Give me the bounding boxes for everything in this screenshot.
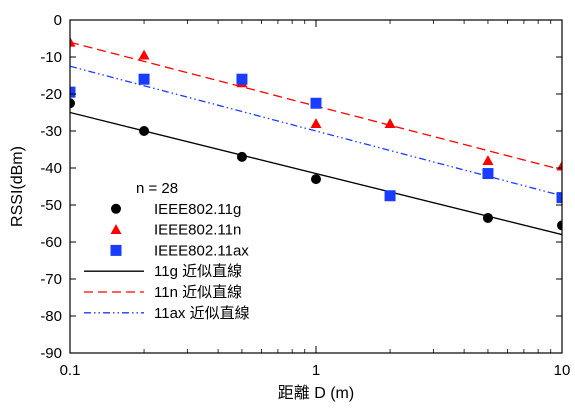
y-tick-label: -20 xyxy=(40,86,62,103)
legend: n = 28 IEEE802.11g IEEE802.11n IEEE802.11ax… xyxy=(84,180,250,322)
data-point xyxy=(384,118,396,128)
data-point xyxy=(139,126,150,136)
legend-item: IEEE802.11n xyxy=(110,222,241,239)
data-point xyxy=(311,174,321,185)
data-point xyxy=(482,155,494,165)
data-point xyxy=(236,73,248,85)
data-point xyxy=(236,151,247,162)
data-point xyxy=(384,190,396,202)
data-point xyxy=(70,98,75,109)
data-point xyxy=(482,168,494,180)
plot-area xyxy=(70,36,562,236)
x-tick-label: 10 xyxy=(554,362,571,379)
data-point xyxy=(70,86,76,98)
x-tick-label: 1 xyxy=(312,362,320,379)
legend-item: IEEE802.11g xyxy=(111,201,241,218)
y-tick-label: -80 xyxy=(40,308,62,325)
legend-label: 11g 近似直線 xyxy=(154,263,242,280)
legend-label: IEEE802.11n xyxy=(154,222,241,239)
data-point xyxy=(556,192,562,204)
y-tick-label: 0 xyxy=(54,12,62,29)
legend-marker xyxy=(110,224,122,234)
y-tick-label: -70 xyxy=(40,271,62,288)
y-tick-label: -30 xyxy=(40,123,62,140)
data-point xyxy=(557,220,562,231)
legend-label: IEEE802.11g xyxy=(154,201,241,218)
y-tick-label: -50 xyxy=(40,197,62,214)
legend-item: 11ax 近似直線 xyxy=(84,305,250,322)
y-tick-label: -40 xyxy=(40,160,62,177)
data-point xyxy=(138,73,150,85)
legend-marker xyxy=(110,244,122,256)
legend-header: n = 28 xyxy=(136,180,178,197)
legend-item: IEEE802.11ax xyxy=(110,242,249,259)
legend-marker xyxy=(111,203,121,214)
fit-line xyxy=(70,111,562,236)
data-point xyxy=(70,36,76,47)
legend-item: 11n 近似直線 xyxy=(84,284,242,301)
x-tick-label: 0.1 xyxy=(60,362,81,379)
y-tick-label: -60 xyxy=(40,234,62,251)
y-tick-label: -10 xyxy=(40,49,62,66)
fit-line xyxy=(70,65,562,197)
data-point xyxy=(138,49,150,60)
legend-label: 11ax 近似直線 xyxy=(154,305,250,322)
axes: 0 -10 -20 -30 -40 -50 -60 -70 -80 -900.1 1 10 距離 D (… xyxy=(9,12,570,402)
data-point xyxy=(482,212,493,223)
data-point xyxy=(310,97,322,109)
legend-item: 11g 近似直線 xyxy=(84,263,242,280)
x-axis-title: 距離 D (m) xyxy=(278,384,354,402)
data-point xyxy=(310,118,322,128)
legend-label: IEEE802.11ax xyxy=(154,242,249,259)
y-axis-title: RSSI(dBm) xyxy=(9,146,26,227)
legend-label: 11n 近似直線 xyxy=(154,284,242,301)
y-tick-label: -90 xyxy=(40,345,62,362)
